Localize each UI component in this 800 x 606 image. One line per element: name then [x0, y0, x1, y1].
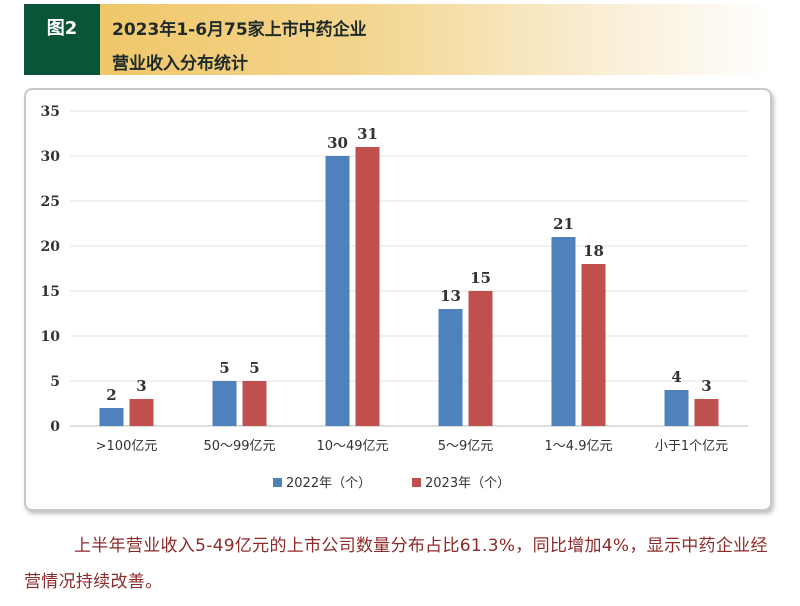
- data-label: 13: [440, 287, 461, 305]
- y-tick-label: 15: [41, 284, 60, 300]
- y-tick-label: 25: [41, 194, 60, 210]
- bar-2023: [694, 399, 719, 426]
- bar-2022: [212, 381, 237, 426]
- y-tick-label: 30: [41, 149, 61, 165]
- bar-2022: [99, 408, 124, 426]
- x-tick-label: 小于1个亿元: [655, 439, 728, 454]
- legend-label: 2023年（个）: [425, 476, 510, 491]
- bar-2022: [551, 237, 576, 426]
- x-tick-label: 10～49亿元: [316, 439, 388, 454]
- legend-label: 2022年（个）: [286, 476, 371, 491]
- data-label: 5: [219, 359, 229, 377]
- bar-2023: [355, 147, 380, 426]
- data-label: 18: [583, 242, 604, 260]
- y-tick-label: 10: [41, 329, 61, 345]
- figure-title-line-1: 2023年1-6月75家上市中药企业: [112, 20, 367, 40]
- x-tick-label: 5～9亿元: [438, 439, 494, 454]
- data-label: 2: [106, 386, 116, 404]
- bar-2022: [664, 390, 689, 426]
- y-tick-label: 35: [41, 104, 60, 120]
- bar-2022: [438, 309, 463, 426]
- bar-2023: [242, 381, 267, 426]
- bar-chart: 0 5 10 15 20 25 30 35 2 3 >100亿元 5 5 50～99亿元 30 31 10～49…: [41, 104, 748, 491]
- figure-tag: 图2: [24, 4, 100, 75]
- summary-paragraph: 上半年营业收入5-49亿元的上市公司数量分布占比61.3%，同比增加4%，显示中…: [24, 536, 768, 592]
- figure-header: 图2 2023年1-6月75家上市中药企业 营业收入分布统计: [24, 4, 774, 75]
- x-tick-label: 1～4.9亿元: [545, 439, 613, 454]
- data-label: 31: [357, 125, 378, 143]
- data-label: 15: [470, 269, 491, 287]
- figure-number: 图2: [46, 18, 78, 39]
- bar-2023: [129, 399, 154, 426]
- data-label: 3: [136, 377, 146, 395]
- bar-2023: [468, 291, 493, 426]
- data-label: 3: [701, 377, 711, 395]
- y-tick-label: 0: [50, 419, 60, 435]
- y-tick-label: 5: [50, 374, 60, 390]
- chart-frame: 0 5 10 15 20 25 30 35 2 3 >100亿元 5 5 50～99亿元 30 31 10～49…: [24, 88, 772, 511]
- figure-title-line-2: 营业收入分布统计: [112, 54, 248, 74]
- data-label: 21: [553, 215, 574, 233]
- y-tick-label: 20: [41, 239, 61, 255]
- x-tick-label: 50～99亿元: [203, 439, 275, 454]
- legend-swatch-2023: [412, 478, 421, 487]
- data-label: 30: [327, 134, 348, 152]
- x-tick-label: >100亿元: [96, 439, 158, 454]
- data-label: 4: [671, 368, 681, 386]
- legend-swatch-2022: [273, 478, 282, 487]
- bar-2023: [581, 264, 606, 426]
- data-label: 5: [249, 359, 259, 377]
- bar-2022: [325, 156, 350, 426]
